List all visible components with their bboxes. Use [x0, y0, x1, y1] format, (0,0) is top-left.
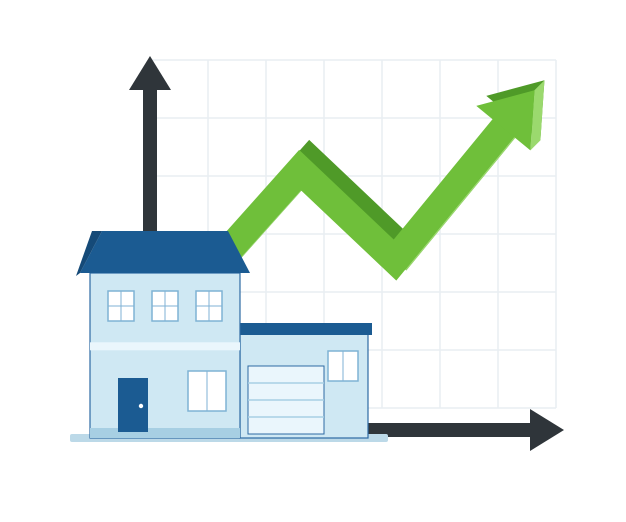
real-estate-growth-infographic: [0, 0, 626, 522]
infographic-svg: [0, 0, 626, 522]
house-icon: [70, 231, 388, 442]
